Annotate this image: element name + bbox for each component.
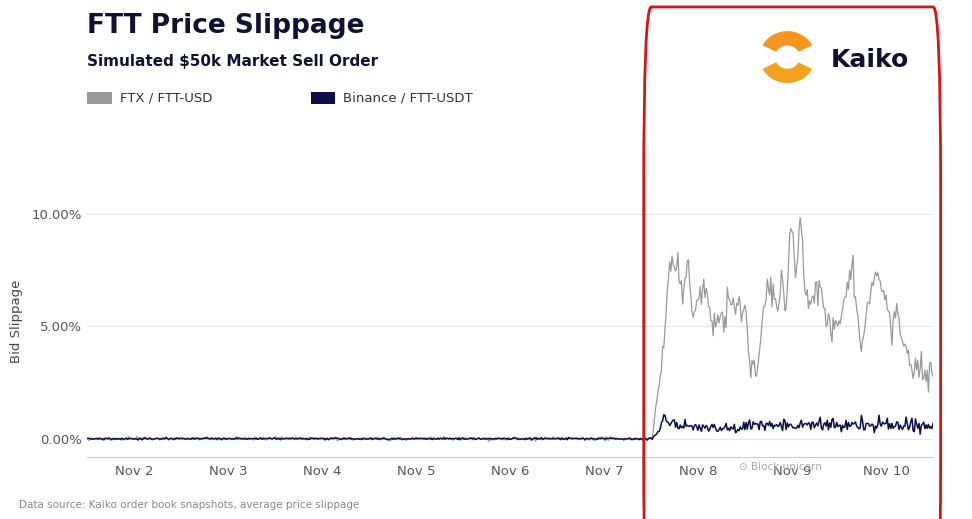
Text: Binance / FTT-USDT: Binance / FTT-USDT: [343, 91, 472, 104]
Polygon shape: [763, 62, 812, 83]
Text: ⊙ Block unicorn: ⊙ Block unicorn: [739, 462, 821, 472]
Text: Kaiko: Kaiko: [831, 48, 910, 72]
Polygon shape: [763, 31, 812, 52]
Text: FTX / FTT-USD: FTX / FTT-USD: [120, 91, 212, 104]
Text: Simulated $50k Market Sell Order: Simulated $50k Market Sell Order: [87, 54, 379, 70]
Y-axis label: Bid Slippage: Bid Slippage: [11, 280, 23, 363]
Text: Data source: Kaiko order book snapshots, average price slippage: Data source: Kaiko order book snapshots,…: [19, 500, 360, 510]
Text: FTT Price Slippage: FTT Price Slippage: [87, 13, 364, 39]
